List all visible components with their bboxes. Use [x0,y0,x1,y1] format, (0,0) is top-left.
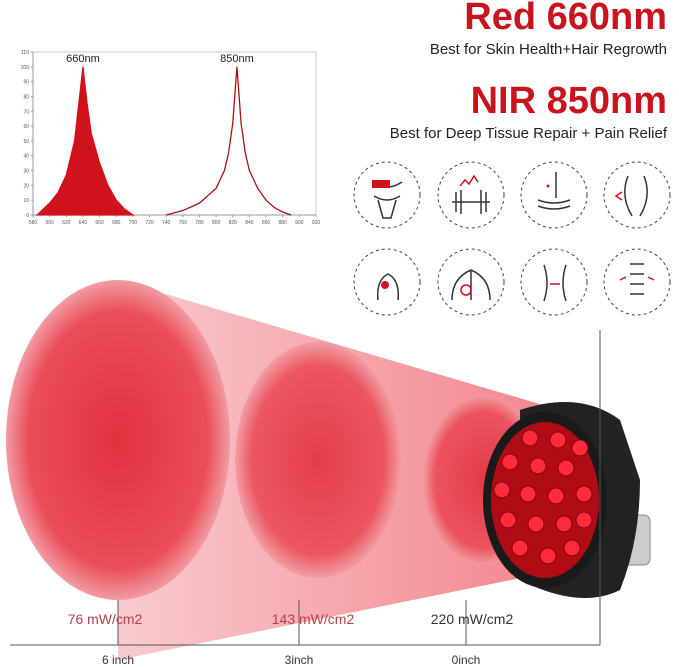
y-tick-label: 40 [23,154,29,160]
distance-ruler [10,330,601,646]
irradiance-value: 220 mW/cm2 [431,611,514,627]
x-tick-label: 680 [112,220,121,226]
x-tick-label: 740 [162,220,171,226]
x-tick-label: 600 [45,220,54,226]
y-tick-label: 0 [26,213,29,219]
y-tick-label: 100 [21,65,30,71]
x-tick-label: 920 [312,220,321,226]
x-tick-label: 800 [212,220,221,226]
bulb [483,402,651,598]
x-tick-label: 720 [145,220,154,226]
distance-label: 0inch [452,653,481,667]
spectrum-curve [166,66,292,216]
x-tick-label: 640 [79,220,88,226]
x-tick-label: 840 [245,220,254,226]
x-tick-label: 660 [95,220,104,226]
irradiance-value: 143 mW/cm2 [272,611,355,627]
subtitle-red: Best for Skin Health+Hair Regrowth [429,41,667,58]
y-tick-label: 70 [23,109,29,115]
icon-drawings [371,172,655,302]
distance-label: 6 inch [102,653,134,667]
x-tick-label: 880 [279,220,288,226]
spectrum-curve [35,66,135,216]
x-tick-label: 580 [29,220,38,226]
y-tick-label: 60 [23,124,29,130]
x-tick-label: 620 [62,220,71,226]
icon-circles [353,161,671,316]
x-tick-label: 780 [195,220,204,226]
distance-label: 3inch [285,653,314,667]
subtitle-nir: Best for Deep Tissue Repair + Pain Relie… [389,125,667,142]
headline-red: Red 660nm [464,0,667,38]
y-tick-label: 50 [23,139,29,145]
y-tick-label: 10 [23,198,29,204]
light-disc [235,342,401,578]
light-disc [6,280,230,600]
x-tick-label: 860 [262,220,271,226]
y-tick-label: 20 [23,183,29,189]
irradiance-value: 76 mW/cm2 [68,611,143,627]
x-tick-label: 820 [229,220,238,226]
x-tick-label: 760 [179,220,188,226]
y-tick-label: 110 [21,50,29,56]
peak-label: 850nm [220,53,254,65]
x-tick-label: 700 [129,220,138,226]
headline-nir: NIR 850nm [470,80,667,122]
y-tick-label: 80 [23,94,29,100]
peak-label: 660nm [66,53,100,65]
y-tick-label: 90 [23,80,29,86]
y-tick-label: 30 [23,169,29,175]
x-tick-label: 900 [295,220,304,226]
